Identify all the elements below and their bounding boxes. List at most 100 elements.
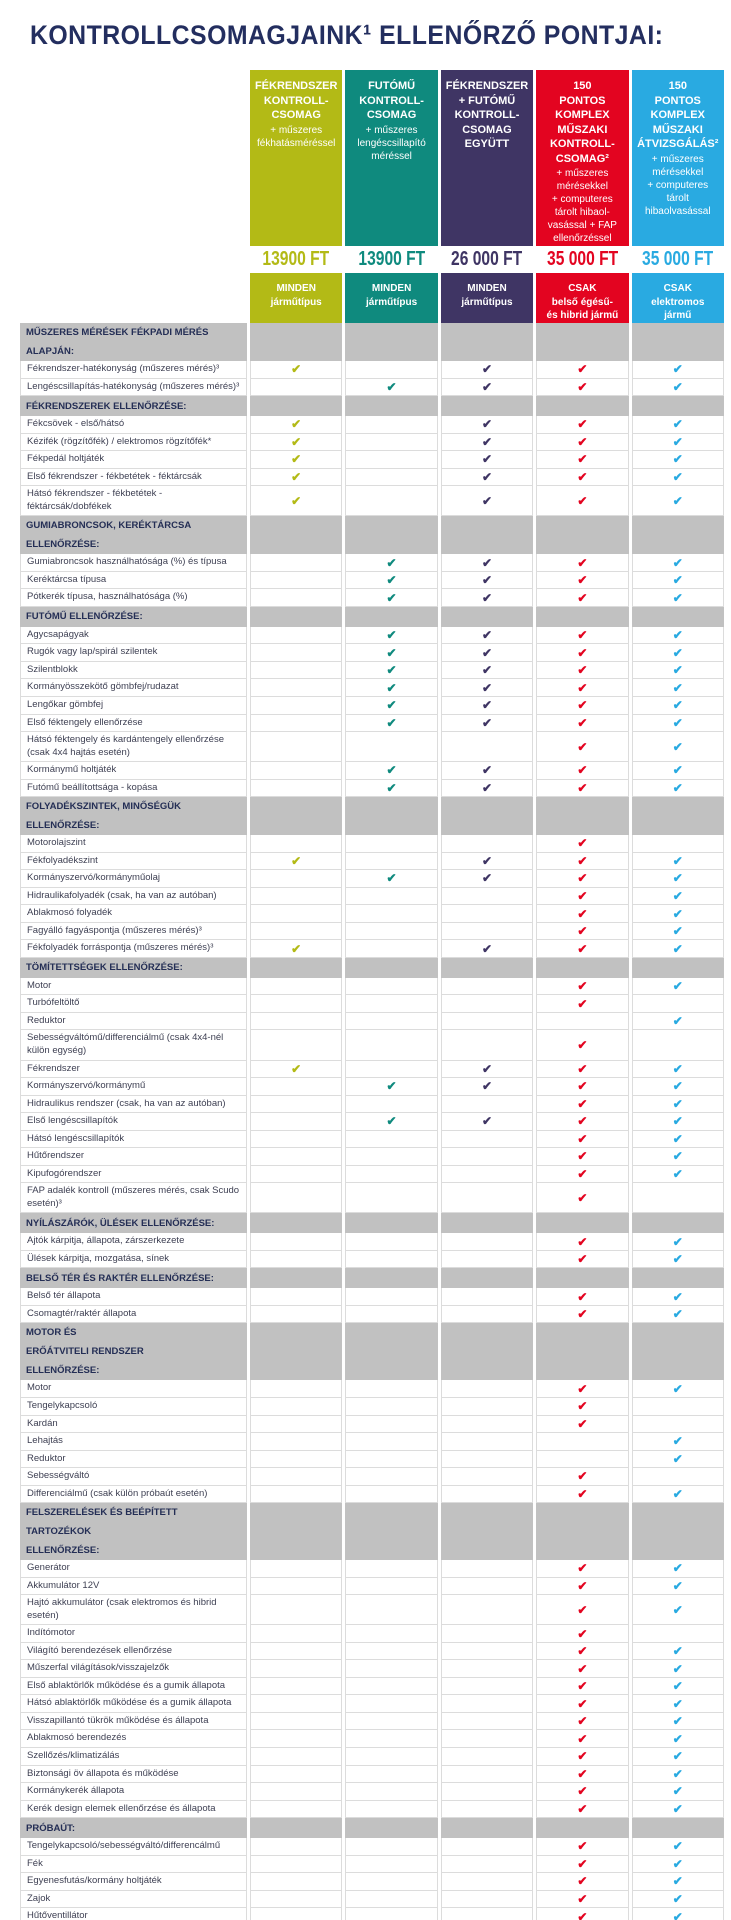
- check-icon: ✔: [481, 1079, 492, 1094]
- check-icon: ✔: [481, 555, 492, 570]
- row-label: Fékpedál holtjáték: [20, 451, 247, 469]
- check-icon: ✔: [577, 379, 588, 394]
- check-cell: ✔: [631, 1095, 724, 1114]
- check-icon: ✔: [577, 1626, 588, 1641]
- section-header-cell: [631, 396, 724, 417]
- row-label: Zajok: [20, 1890, 247, 1909]
- check-cell: ✔: [536, 486, 629, 517]
- check-cell: ✔: [536, 661, 629, 680]
- check-cell: ✔: [631, 378, 724, 397]
- check-cell: ✔: [536, 977, 629, 996]
- section-header-label: PRÓBAÚT:: [20, 1818, 247, 1839]
- check-cell: [250, 1625, 343, 1643]
- check-cell: ✔: [631, 762, 724, 780]
- check-icon: ✔: [577, 1602, 588, 1617]
- check-cell: ✔: [631, 1380, 724, 1398]
- check-cell: [440, 732, 534, 763]
- check-icon: ✔: [672, 1602, 683, 1617]
- check-cell: [250, 835, 343, 853]
- row-label: Differenciálmű (csak külön próbaút eseté…: [20, 1485, 247, 1504]
- check-icon: ✔: [481, 434, 492, 449]
- section-header-cell: [250, 1818, 343, 1839]
- row-label: Pótkerék típusa, használhatósága (%): [20, 589, 247, 607]
- check-cell: ✔: [631, 852, 724, 871]
- check-cell: ✔: [536, 1030, 629, 1061]
- check-cell: [345, 1730, 438, 1748]
- check-cell: [250, 644, 343, 662]
- check-cell: ✔: [345, 644, 438, 662]
- row-label: Fék: [20, 1855, 247, 1874]
- check-cell: [440, 1838, 534, 1856]
- check-icon: ✔: [291, 434, 302, 449]
- check-cell: [345, 1305, 438, 1324]
- check-cell: ✔: [250, 416, 343, 434]
- check-cell: [345, 1233, 438, 1251]
- section-header-label: NYÍLÁSZÁRÓK, ÜLÉSEK ELLENŐRZÉSE:: [20, 1213, 247, 1234]
- section-header-cell: [250, 1323, 343, 1381]
- section-header-cell: [440, 606, 534, 627]
- check-cell: [345, 1712, 438, 1731]
- row-label: Kardán: [20, 1415, 247, 1434]
- section-header-cell: [250, 516, 343, 555]
- check-icon: ✔: [672, 555, 683, 570]
- check-cell: ✔: [536, 1183, 629, 1214]
- section-header-cell: [536, 323, 629, 361]
- row-label: Gumiabroncsok használhatósága (%) és típ…: [20, 554, 247, 572]
- check-cell: [345, 1380, 438, 1398]
- check-cell: [250, 1030, 343, 1061]
- row-label: Hátsó féktengely és kardántengely ellenő…: [20, 732, 247, 763]
- check-icon: ✔: [672, 1114, 683, 1129]
- check-cell: ✔: [250, 940, 343, 958]
- check-cell: ✔: [631, 1078, 724, 1096]
- check-cell: ✔: [440, 1078, 534, 1096]
- check-cell: [440, 1305, 534, 1324]
- check-icon: ✔: [577, 1731, 588, 1746]
- check-cell: ✔: [536, 433, 629, 452]
- check-cell: [440, 1642, 534, 1661]
- check-cell: [345, 995, 438, 1013]
- row-label: Kerék design elemek ellenőrzése és állap…: [20, 1800, 247, 1819]
- check-icon: ✔: [672, 1856, 683, 1871]
- row-label: Hidraulikus rendszer (csak, ha van az au…: [20, 1095, 247, 1114]
- check-cell: ✔: [536, 1800, 629, 1819]
- check-cell: [250, 887, 343, 906]
- check-cell: [345, 1012, 438, 1031]
- check-cell: ✔: [536, 644, 629, 662]
- check-cell: ✔: [440, 626, 534, 645]
- check-cell: ✔: [631, 1233, 724, 1251]
- check-cell: ✔: [536, 714, 629, 733]
- check-cell: ✔: [631, 679, 724, 697]
- section-header-cell: [250, 797, 343, 836]
- check-cell: [440, 1625, 534, 1643]
- price-value: 26 000 FT: [451, 248, 523, 270]
- check-cell: [250, 1433, 343, 1451]
- check-icon: ✔: [577, 853, 588, 868]
- check-icon: ✔: [481, 715, 492, 730]
- row-label: Hátsó ablaktörlők működése és a gumik ál…: [20, 1695, 247, 1713]
- check-icon: ✔: [672, 906, 683, 921]
- check-cell: [345, 486, 438, 517]
- check-cell: [440, 922, 534, 941]
- package-title: 150 PONTOS KOMPLEX MŰSZAKI ÁTVIZSGÁLÁS²: [637, 80, 719, 151]
- check-cell: [440, 1660, 534, 1678]
- package-title: FÉKRENDSZER KONTROLL- CSOMAG: [254, 80, 338, 122]
- section-header-cell: [631, 797, 724, 836]
- check-cell: ✔: [631, 1165, 724, 1184]
- check-icon: ✔: [386, 680, 397, 695]
- check-cell: [345, 1288, 438, 1306]
- check-cell: ✔: [250, 1060, 343, 1079]
- check-cell: [440, 1873, 534, 1891]
- check-cell: ✔: [631, 1838, 724, 1856]
- section-header-cell: [345, 516, 438, 555]
- check-cell: ✔: [631, 1288, 724, 1306]
- check-icon: ✔: [577, 434, 588, 449]
- row-label: Lengéscsillapítás-hatékonyság (műszeres …: [20, 378, 247, 397]
- row-label: FAP adalék kontroll (műszeres mérés, csa…: [20, 1183, 247, 1214]
- section-header-cell: [536, 606, 629, 627]
- check-cell: ✔: [631, 887, 724, 906]
- check-icon: ✔: [672, 1644, 683, 1659]
- check-icon: ✔: [577, 417, 588, 432]
- check-icon: ✔: [672, 1381, 683, 1396]
- check-cell: ✔: [631, 922, 724, 941]
- row-label: Motor: [20, 1380, 247, 1398]
